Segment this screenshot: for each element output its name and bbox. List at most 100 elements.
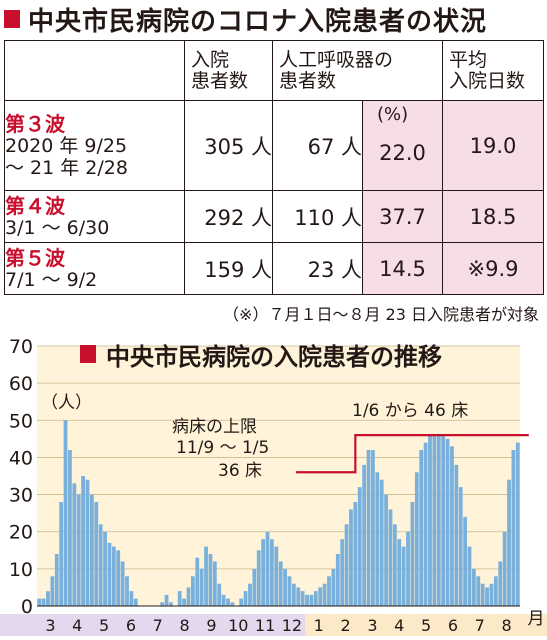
beds-46-label: 1/6 から 46 床: [352, 401, 469, 421]
percent-unit: (%): [377, 104, 409, 125]
x-tick-label: 7: [153, 616, 163, 635]
bar: [129, 591, 134, 606]
month-band: [90, 614, 118, 636]
table-corner-cell: [4, 40, 185, 101]
x-tick-label: 9: [206, 616, 216, 635]
bar: [300, 591, 305, 606]
month-band: [305, 614, 333, 636]
wave-name: 第５波: [5, 245, 65, 270]
x-tick-label: 2: [340, 616, 350, 635]
month-band: [198, 614, 225, 636]
stats-table: 入院 患者数 人工呼吸器の 患者数 平均 入院日数 第３波 2020 年 9/25 ～…: [4, 40, 545, 295]
bar: [344, 524, 349, 606]
bar: [371, 450, 375, 606]
bar: [76, 494, 81, 606]
table-row: 第４波 3/1 ～ 6/30 292 人 110 人 37.7 18.5: [4, 190, 545, 243]
wave-cell: 第３波 2020 年 9/25 ～ 21 年 2/28: [4, 100, 185, 191]
bar: [212, 561, 217, 606]
bar: [467, 546, 472, 606]
month-band: [439, 614, 467, 636]
bar: [445, 438, 450, 606]
x-tick-label: 8: [501, 616, 511, 635]
y-tick-label: 20: [9, 522, 33, 544]
bar: [432, 435, 437, 606]
table-row: 第５波 7/1 ～ 9/2 159 人 23 人 14.5 ※9.9: [4, 242, 545, 295]
bar: [485, 587, 489, 606]
month-band: [224, 614, 252, 636]
bar: [107, 542, 112, 606]
bar: [208, 554, 213, 606]
bar: [322, 583, 327, 606]
bar: [230, 602, 235, 606]
bar: [72, 483, 77, 606]
bar: [419, 450, 424, 606]
patients-cell: 292 人: [184, 190, 273, 243]
bar: [59, 502, 64, 606]
bar: [423, 442, 428, 606]
avg-days-cell: ※9.9: [442, 242, 545, 295]
bar: [463, 516, 468, 606]
month-band: [0, 614, 37, 636]
bar: [274, 546, 279, 606]
patients-cell: 159 人: [184, 242, 273, 295]
bar: [353, 502, 358, 606]
bar: [160, 602, 165, 606]
bar: [384, 494, 388, 606]
x-tick-label: 11: [255, 616, 275, 635]
x-tick-label: 1: [314, 616, 324, 635]
bar: [265, 531, 270, 606]
bar: [278, 561, 283, 606]
avg-days-cell: 19.0: [442, 100, 545, 191]
bar: [81, 476, 85, 606]
bar: [309, 594, 314, 606]
ventilator-pct-cell: 37.7: [361, 190, 444, 243]
bar: [94, 502, 99, 606]
bar: [458, 487, 463, 606]
bar: [111, 546, 116, 606]
bar: [68, 450, 72, 606]
page-title-text: 中央市民病院のコロナ入院患者の状況: [28, 6, 488, 37]
month-band: [493, 614, 520, 636]
wave-period: 2020 年 9/25: [5, 134, 128, 157]
bar: [164, 594, 169, 606]
bar: [261, 539, 266, 606]
bar: [221, 594, 226, 606]
bar: [401, 546, 406, 606]
y-tick-label: 50: [9, 410, 33, 432]
bar: [366, 450, 371, 606]
bar: [37, 598, 42, 606]
bar: [256, 550, 261, 606]
x-tick-label: 12: [282, 616, 302, 635]
bar: [89, 494, 94, 606]
bar: [103, 531, 107, 606]
bar: [335, 554, 340, 606]
bar: [331, 568, 336, 606]
bar: [379, 479, 384, 606]
ventilator-cell: 67 人: [272, 100, 363, 191]
month-band: [144, 614, 172, 636]
x-tick-label: 4: [394, 616, 404, 635]
bar: [397, 539, 402, 606]
month-band: [63, 614, 91, 636]
bar: [199, 568, 204, 606]
bar: [489, 583, 494, 606]
month-band: [520, 614, 547, 636]
bar: [480, 583, 485, 606]
x-tick-label: 6: [448, 616, 458, 635]
month-band: [171, 614, 198, 636]
wave-period: 3/1 ～ 6/30: [5, 216, 110, 239]
y-tick-label: 0: [21, 596, 33, 618]
month-band: [278, 614, 306, 636]
month-band: [466, 614, 494, 636]
bar: [414, 472, 419, 606]
title-marker-icon: [4, 10, 20, 28]
bar: [493, 576, 498, 606]
bar: [327, 576, 331, 606]
bar: [243, 591, 248, 606]
x-tick-label: 7: [475, 616, 485, 635]
x-tick-label: 3: [45, 616, 55, 635]
x-tick-label: 8: [179, 616, 189, 635]
wave-name: 第４波: [5, 193, 65, 218]
month-band: [385, 614, 413, 636]
